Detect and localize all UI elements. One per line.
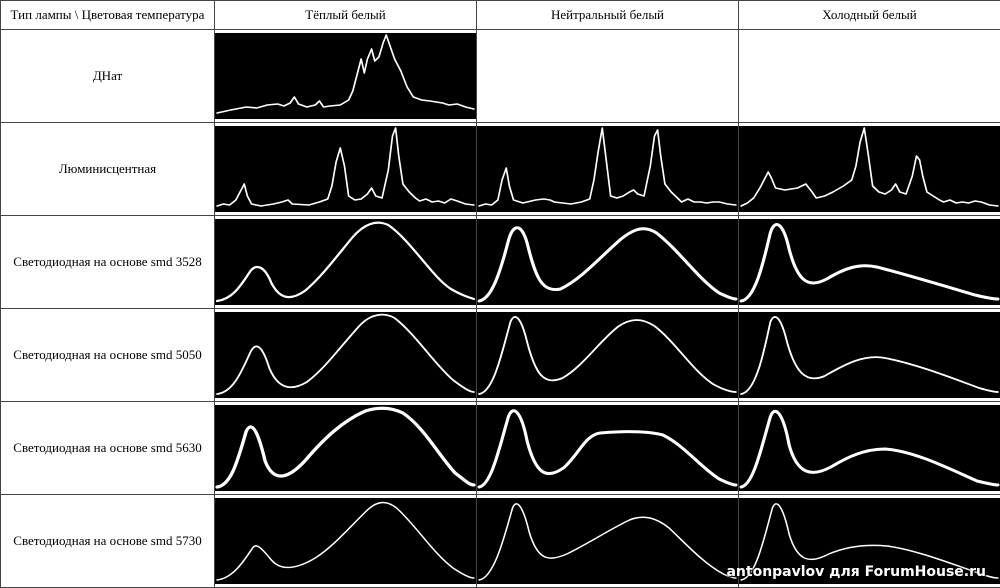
table-row: Люминисцентная bbox=[0, 122, 1000, 216]
spectrum-cell bbox=[738, 215, 1000, 309]
spectrum-cell bbox=[738, 308, 1000, 402]
row-label-smd5730: Светодиодная на основе smd 5730 bbox=[0, 494, 215, 588]
column-header-cold: Холодный белый bbox=[738, 0, 1000, 30]
spectrum-graph-hps-warm bbox=[215, 33, 476, 119]
empty-cell bbox=[476, 29, 739, 123]
table-row: Светодиодная на основе smd 5050 bbox=[0, 308, 1000, 402]
spectrum-graph-smd5050-neutral bbox=[477, 312, 738, 398]
spectrum-graph-fluorescent-warm bbox=[215, 126, 476, 212]
spectrum-cell bbox=[214, 401, 477, 495]
spectrum-graph-smd3528-warm bbox=[215, 219, 476, 305]
spectrum-cell bbox=[738, 494, 1000, 588]
row-label-hps: ДНат bbox=[0, 29, 215, 123]
spectrum-graph-smd5050-cold bbox=[739, 312, 1000, 398]
spectrum-cell bbox=[214, 29, 477, 123]
spectrum-cell bbox=[738, 122, 1000, 216]
spectrum-cell bbox=[214, 308, 477, 402]
spectrum-cell bbox=[476, 308, 739, 402]
spectrum-cell bbox=[476, 494, 739, 588]
spectrum-graph-smd5730-cold bbox=[739, 498, 1000, 584]
spectrum-graph-smd5630-cold bbox=[739, 405, 1000, 491]
header-row: Тип лампы \ Цветовая температура Тёплый … bbox=[0, 0, 1000, 30]
spectrum-graph-smd5050-warm bbox=[215, 312, 476, 398]
spectrum-graph-fluorescent-neutral bbox=[477, 126, 738, 212]
row-label-smd5630: Светодиодная на основе smd 5630 bbox=[0, 401, 215, 495]
spectrum-graph-smd5630-neutral bbox=[477, 405, 738, 491]
spectrum-graph-smd3528-neutral bbox=[477, 219, 738, 305]
spectrum-cell bbox=[214, 215, 477, 309]
watermark: antonpavlov для ForumHouse.ru bbox=[726, 564, 986, 580]
spectrum-graph-smd5730-warm bbox=[215, 498, 476, 584]
empty-cell bbox=[738, 29, 1000, 123]
spectrum-cell bbox=[214, 494, 477, 588]
spectrum-cell bbox=[476, 401, 739, 495]
table-row: Светодиодная на основе smd 5630 bbox=[0, 401, 1000, 495]
table-row: ДНат bbox=[0, 29, 1000, 123]
spectrum-graph-fluorescent-cold bbox=[739, 126, 1000, 212]
spectrum-graph-smd5630-warm bbox=[215, 405, 476, 491]
spectrum-cell bbox=[214, 122, 477, 216]
column-header-warm: Тёплый белый bbox=[214, 0, 477, 30]
column-header-neutral: Нейтральный белый bbox=[476, 0, 739, 30]
spectrum-cell bbox=[476, 122, 739, 216]
spectrum-cell bbox=[738, 401, 1000, 495]
spectrum-cell bbox=[476, 215, 739, 309]
table-row: Светодиодная на основе smd 3528 bbox=[0, 215, 1000, 309]
spectrum-graph-smd3528-cold bbox=[739, 219, 1000, 305]
row-label-fluorescent: Люминисцентная bbox=[0, 122, 215, 216]
row-label-smd5050: Светодиодная на основе smd 5050 bbox=[0, 308, 215, 402]
row-label-smd3528: Светодиодная на основе smd 3528 bbox=[0, 215, 215, 309]
corner-header: Тип лампы \ Цветовая температура bbox=[0, 0, 215, 30]
table-row: Светодиодная на основе smd 5730 bbox=[0, 494, 1000, 588]
spectrum-graph-smd5730-neutral bbox=[477, 498, 738, 584]
